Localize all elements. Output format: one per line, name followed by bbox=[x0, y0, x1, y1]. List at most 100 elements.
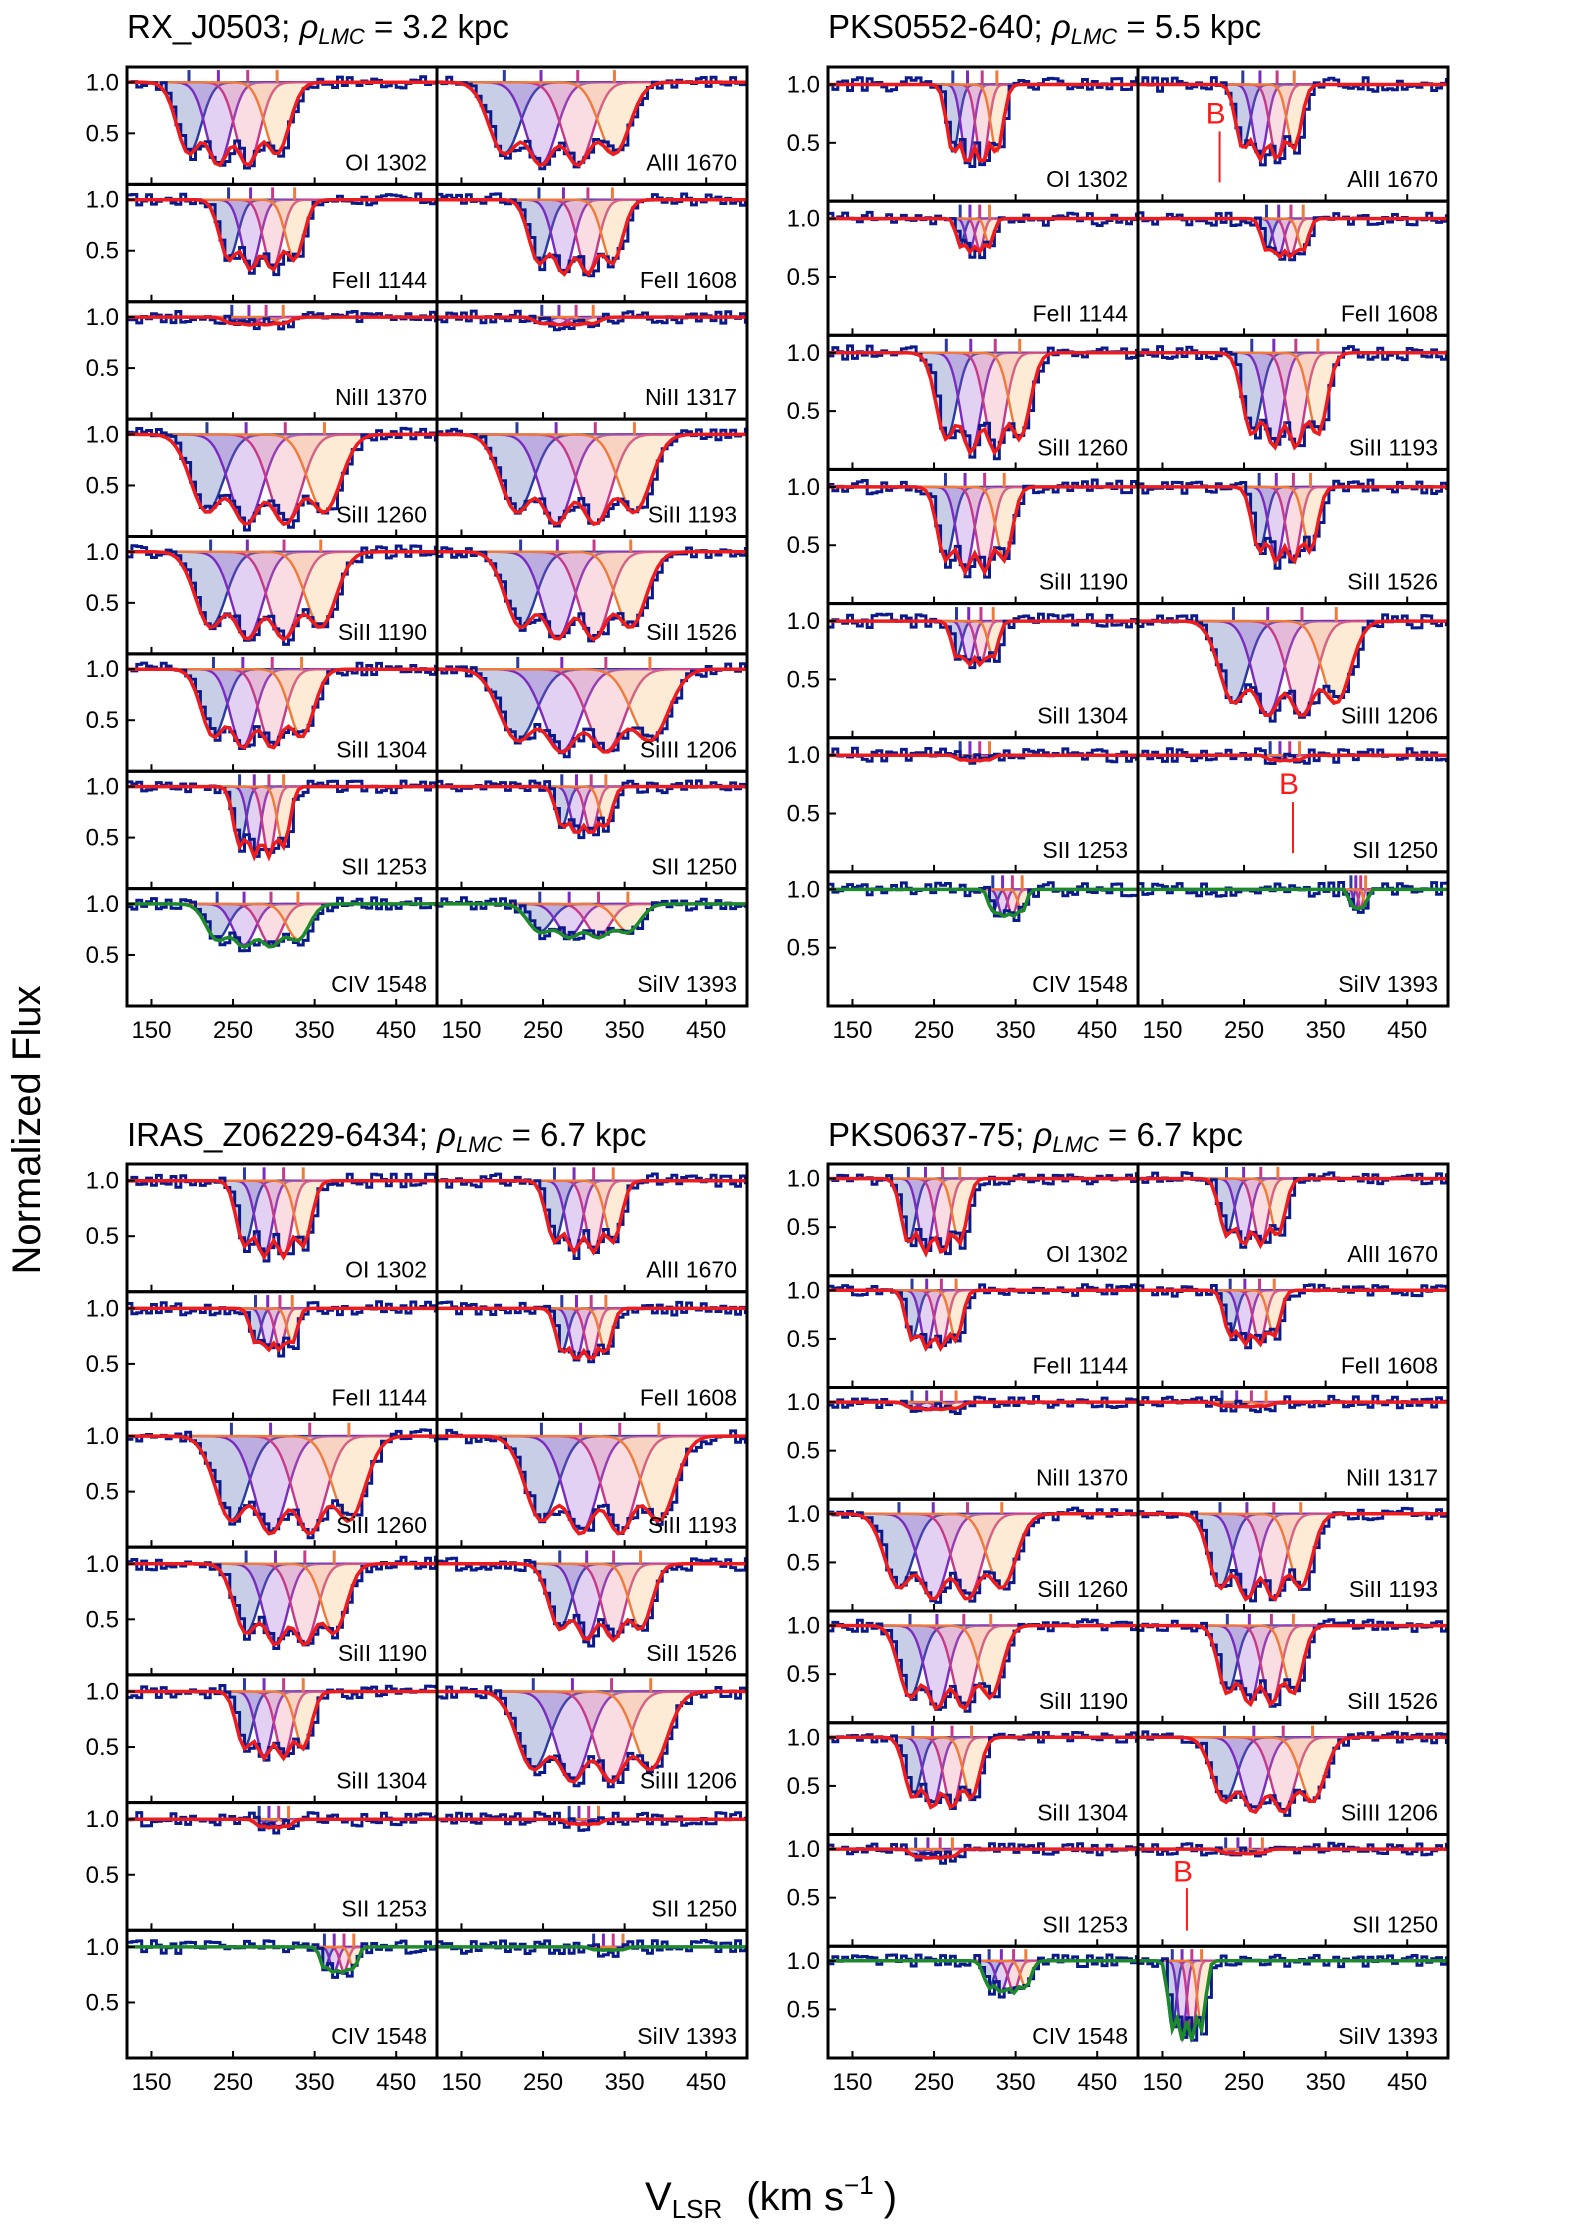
data-spectrum bbox=[127, 1811, 437, 1835]
component-fill bbox=[1138, 1960, 1448, 2029]
spectrum-panel: NiII 1317 bbox=[435, 300, 749, 421]
model-fit bbox=[1138, 485, 1447, 565]
spectrum-panel: SII 1253 0.5 1.0 bbox=[787, 736, 1140, 874]
component-fill bbox=[1138, 621, 1448, 702]
y-tick-label: 1.0 bbox=[787, 742, 820, 769]
model-fit bbox=[437, 315, 746, 327]
spectrum-panel: SiII 1526 bbox=[435, 1545, 749, 1677]
component-fill bbox=[127, 551, 437, 627]
x-tick-label: 150 bbox=[441, 1017, 481, 1044]
spectrum-panel: NiII 1370 0.5 1.0 bbox=[787, 1386, 1140, 1501]
panel-group-1: RX_J0503; ρLMC = 3.2 kpc OI 1302 0.5 1.0 AlI… bbox=[86, 8, 749, 1044]
ion-label: NiII 1317 bbox=[1346, 1464, 1438, 1490]
x-tick-label: 250 bbox=[1224, 2069, 1264, 2096]
model-fit bbox=[828, 82, 1137, 163]
ion-label: AlII 1670 bbox=[1347, 1241, 1438, 1267]
spectrum-panel: SiII 1193 bbox=[1136, 333, 1450, 471]
component-fill bbox=[828, 352, 1138, 452]
component-fill bbox=[437, 1691, 747, 1769]
model-fit bbox=[1138, 1288, 1447, 1348]
spectrum-panel: SII 1250 bbox=[435, 1801, 749, 1932]
ion-label: CIV 1548 bbox=[1032, 2023, 1128, 2049]
panel-group-2: PKS0552-640; ρLMC = 5.5 kpc OI 1302 0.5 1.0… bbox=[787, 8, 1450, 1044]
ion-label: SiIV 1393 bbox=[1338, 2023, 1438, 2049]
ion-label: SiIII 1206 bbox=[1341, 1800, 1438, 1826]
y-tick-label: 0.5 bbox=[787, 1214, 820, 1241]
component-profile bbox=[1138, 888, 1448, 910]
x-tick-label: 250 bbox=[523, 2069, 563, 2096]
component-fill bbox=[437, 1691, 747, 1781]
model-fit bbox=[127, 1945, 436, 1975]
data-spectrum bbox=[1138, 1283, 1448, 1350]
x-tick-label: 250 bbox=[213, 1017, 253, 1044]
ion-label: FeII 1144 bbox=[332, 1384, 428, 1410]
component-fill bbox=[127, 1691, 437, 1756]
ion-label: FeII 1144 bbox=[332, 267, 428, 293]
component-fill bbox=[127, 903, 437, 945]
spectrum-panel: SiII 1190 0.5 1.0 bbox=[86, 535, 439, 656]
model-fit bbox=[127, 550, 436, 642]
ion-label: SII 1253 bbox=[1042, 1911, 1128, 1937]
x-tick-label: 250 bbox=[914, 1017, 954, 1044]
component-fill bbox=[1138, 218, 1448, 255]
x-tick-label: 250 bbox=[523, 1017, 563, 1044]
y-tick-label: 1.0 bbox=[86, 891, 119, 918]
ion-label: SiII 1526 bbox=[1347, 569, 1438, 595]
ion-label: SiII 1260 bbox=[336, 502, 427, 528]
data-spectrum bbox=[828, 1283, 1138, 1349]
model-fit bbox=[437, 1434, 746, 1536]
model-fit bbox=[1138, 1623, 1447, 1708]
y-tick-label: 1.0 bbox=[787, 1836, 820, 1863]
ion-label: SiIII 1206 bbox=[640, 736, 737, 762]
component-fill bbox=[1138, 1737, 1448, 1801]
y-tick-label: 0.5 bbox=[787, 1885, 820, 1912]
model-fit bbox=[127, 1306, 436, 1353]
component-fill bbox=[828, 1290, 1138, 1346]
ion-label: SII 1250 bbox=[651, 854, 737, 880]
component-fill bbox=[437, 1436, 747, 1533]
y-tick-label: 1.0 bbox=[86, 1806, 119, 1833]
component-fill bbox=[127, 317, 437, 324]
data-spectrum bbox=[1138, 1394, 1448, 1414]
x-tick-label: 450 bbox=[686, 2069, 726, 2096]
spectrum-panel: SII 1250 B bbox=[1136, 1833, 1450, 1948]
component-fill bbox=[127, 199, 437, 268]
component-fill bbox=[437, 669, 747, 740]
component-fill bbox=[828, 1737, 1138, 1798]
spectrum-panel: AlII 1670 B bbox=[1136, 65, 1450, 203]
component-fill bbox=[828, 1178, 1138, 1243]
component-fill bbox=[828, 1290, 1138, 1346]
ion-label: SII 1250 bbox=[651, 1895, 737, 1921]
ion-label: SiII 1190 bbox=[338, 619, 427, 645]
y-tick-label: 1.0 bbox=[86, 421, 119, 448]
component-fill bbox=[437, 82, 747, 153]
y-tick-label: 1.0 bbox=[86, 1168, 119, 1195]
model-fit bbox=[1138, 1512, 1447, 1602]
model-fit bbox=[1138, 1847, 1447, 1856]
y-tick-label: 1.0 bbox=[86, 539, 119, 566]
y-tick-label: 1.0 bbox=[787, 1613, 820, 1640]
ion-label: SiII 1260 bbox=[336, 1512, 427, 1538]
component-fill bbox=[127, 669, 437, 736]
ion-label: SiII 1190 bbox=[1039, 569, 1128, 595]
y-tick-label: 0.5 bbox=[787, 801, 820, 828]
data-spectrum bbox=[1138, 1730, 1448, 1817]
y-tick-label: 1.0 bbox=[86, 187, 119, 214]
component-fill bbox=[1138, 1737, 1448, 1811]
y-tick-label: 1.0 bbox=[787, 1389, 820, 1416]
model-fit bbox=[127, 1689, 436, 1762]
data-spectrum bbox=[127, 192, 437, 277]
component-profile bbox=[1138, 888, 1448, 908]
model-fit bbox=[1138, 1959, 1447, 2041]
y-tick-label: 1.0 bbox=[787, 1501, 820, 1528]
ion-label: SiII 1260 bbox=[1037, 1576, 1128, 1602]
y-tick-label: 1.0 bbox=[787, 340, 820, 367]
component-fill bbox=[1138, 1625, 1448, 1693]
x-axis-label: VLSR (km s−1) bbox=[645, 2170, 897, 2224]
y-tick-label: 0.5 bbox=[787, 1326, 820, 1353]
y-tick-label: 0.5 bbox=[787, 130, 820, 157]
data-spectrum bbox=[828, 1842, 1138, 1865]
component-fill bbox=[127, 903, 437, 940]
spectrum-panel: CIV 1548 0.5 1.0 150 250 350 450 bbox=[86, 1928, 439, 2096]
spectrum-panel: SiII 1193 bbox=[1136, 1497, 1450, 1613]
